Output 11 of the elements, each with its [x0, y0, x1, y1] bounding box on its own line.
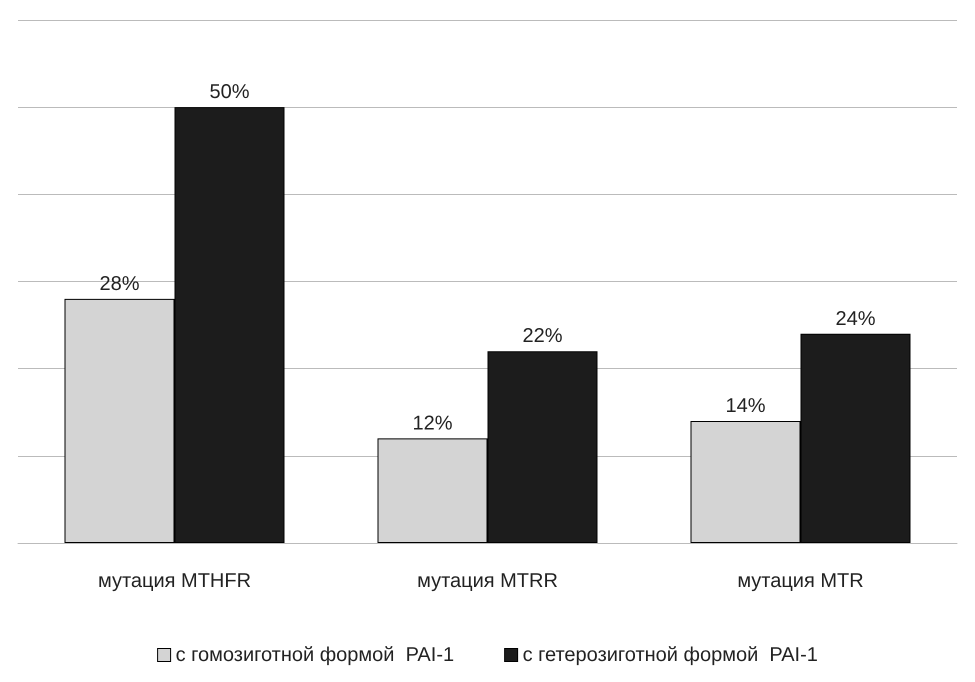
x-tick-label: мутация MTRR — [417, 570, 558, 592]
legend-label: с гомозиготной формой PAI-1 — [176, 644, 454, 666]
legend-label: с гетерозиготной формой PAI-1 — [522, 644, 818, 666]
data-label: 24% — [835, 308, 876, 330]
data-label: 28% — [99, 272, 140, 295]
data-label: 12% — [412, 412, 453, 434]
data-label: 50% — [209, 81, 250, 104]
x-tick-label: мутация MTHFR — [98, 570, 252, 592]
x-tick-label: мутация MTR — [737, 570, 864, 592]
data-label: 22% — [522, 325, 563, 348]
data-label: 14% — [725, 394, 766, 417]
